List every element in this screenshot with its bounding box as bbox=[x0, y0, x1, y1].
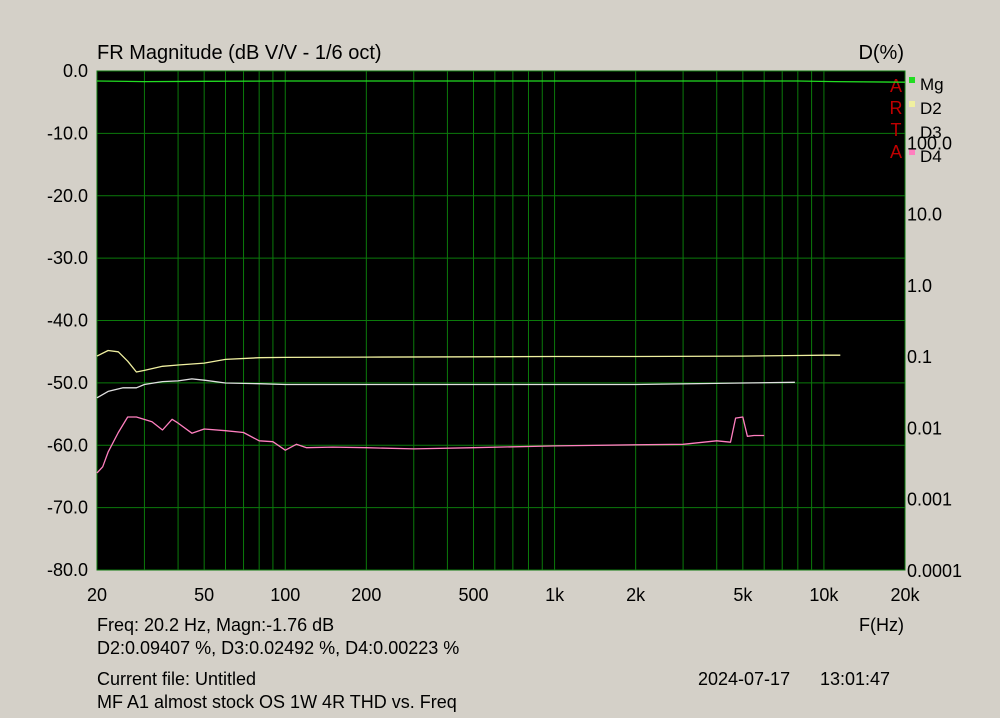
x-tick-label: 2k bbox=[626, 585, 646, 605]
y-right-tick-label: 0.001 bbox=[907, 490, 952, 510]
plot-border bbox=[96, 70, 906, 571]
y-left-tick-label: -10.0 bbox=[47, 123, 88, 143]
watermark-letter: T bbox=[891, 120, 902, 140]
legend-label: D2 bbox=[920, 99, 942, 118]
x-tick-label: 500 bbox=[458, 585, 488, 605]
x-tick-label: 1k bbox=[545, 585, 565, 605]
y-right-tick-label: 10.0 bbox=[907, 205, 942, 225]
series-line-d3 bbox=[96, 378, 795, 399]
legend-swatch bbox=[909, 149, 915, 155]
legend-swatch bbox=[909, 101, 915, 107]
series-line-d4 bbox=[96, 416, 765, 474]
right-axis-title: D(%) bbox=[858, 42, 904, 64]
legend-label: D3 bbox=[920, 123, 942, 142]
y-left-tick-label: -30.0 bbox=[47, 248, 88, 268]
current-file: Current file: Untitled bbox=[97, 669, 257, 689]
y-right-tick-label: 0.01 bbox=[907, 418, 942, 438]
y-right-tick-label: 0.0001 bbox=[907, 561, 962, 581]
watermark-letter: R bbox=[890, 98, 903, 118]
watermark-letter: A bbox=[890, 76, 902, 96]
x-axis-label: F(Hz) bbox=[859, 615, 904, 635]
grid bbox=[96, 70, 906, 571]
series bbox=[96, 80, 906, 474]
series-line-d2 bbox=[96, 349, 841, 373]
x-tick-label: 5k bbox=[733, 585, 753, 605]
x-tick-label: 20k bbox=[890, 585, 920, 605]
x-tick-label: 50 bbox=[194, 585, 214, 605]
legend: Mg D2 D3 D4 bbox=[909, 75, 944, 166]
measurement-description: MF A1 almost stock OS 1W 4R THD vs. Freq bbox=[97, 692, 457, 712]
x-tick-label: 10k bbox=[809, 585, 839, 605]
series-line-mg bbox=[96, 80, 906, 83]
y-right-tick-label: 1.0 bbox=[907, 276, 932, 296]
y-left-tick-label: -80.0 bbox=[47, 560, 88, 580]
tick-labels: 20 50 100 200 500 1k 2k 5k 10k 20k 0.0 -10.0 -20.0 -3… bbox=[47, 61, 962, 605]
chart-title: FR Magnitude (dB V/V - 1/6 oct) bbox=[97, 42, 382, 64]
x-tick-label: 20 bbox=[87, 585, 107, 605]
measurement-date: 2024-07-17 bbox=[698, 669, 791, 689]
readout-distortion: D2:0.09407 %, D3:0.02492 %, D4:0.00223 % bbox=[97, 638, 460, 658]
y-right-tick-label: 0.1 bbox=[907, 347, 932, 367]
readout-frequency: Freq: 20.2 Hz, Magn:-1.76 dB bbox=[97, 615, 335, 635]
y-left-tick-label: -70.0 bbox=[47, 498, 88, 518]
y-left-tick-label: -40.0 bbox=[47, 311, 88, 331]
y-left-tick-label: -60.0 bbox=[47, 435, 88, 455]
y-right-tick-label: 100.0 bbox=[907, 133, 952, 153]
legend-label: D4 bbox=[920, 147, 942, 166]
legend-swatch bbox=[909, 77, 915, 83]
measurement-time: 13:01:47 bbox=[820, 669, 891, 689]
x-tick-label: 200 bbox=[351, 585, 381, 605]
legend-label: Mg bbox=[920, 75, 944, 94]
y-left-tick-label: -50.0 bbox=[47, 373, 88, 393]
y-left-tick-label: 0.0 bbox=[63, 61, 88, 81]
watermark-letter: A bbox=[890, 142, 902, 162]
y-left-tick-label: -20.0 bbox=[47, 186, 88, 206]
x-tick-label: 100 bbox=[270, 585, 300, 605]
